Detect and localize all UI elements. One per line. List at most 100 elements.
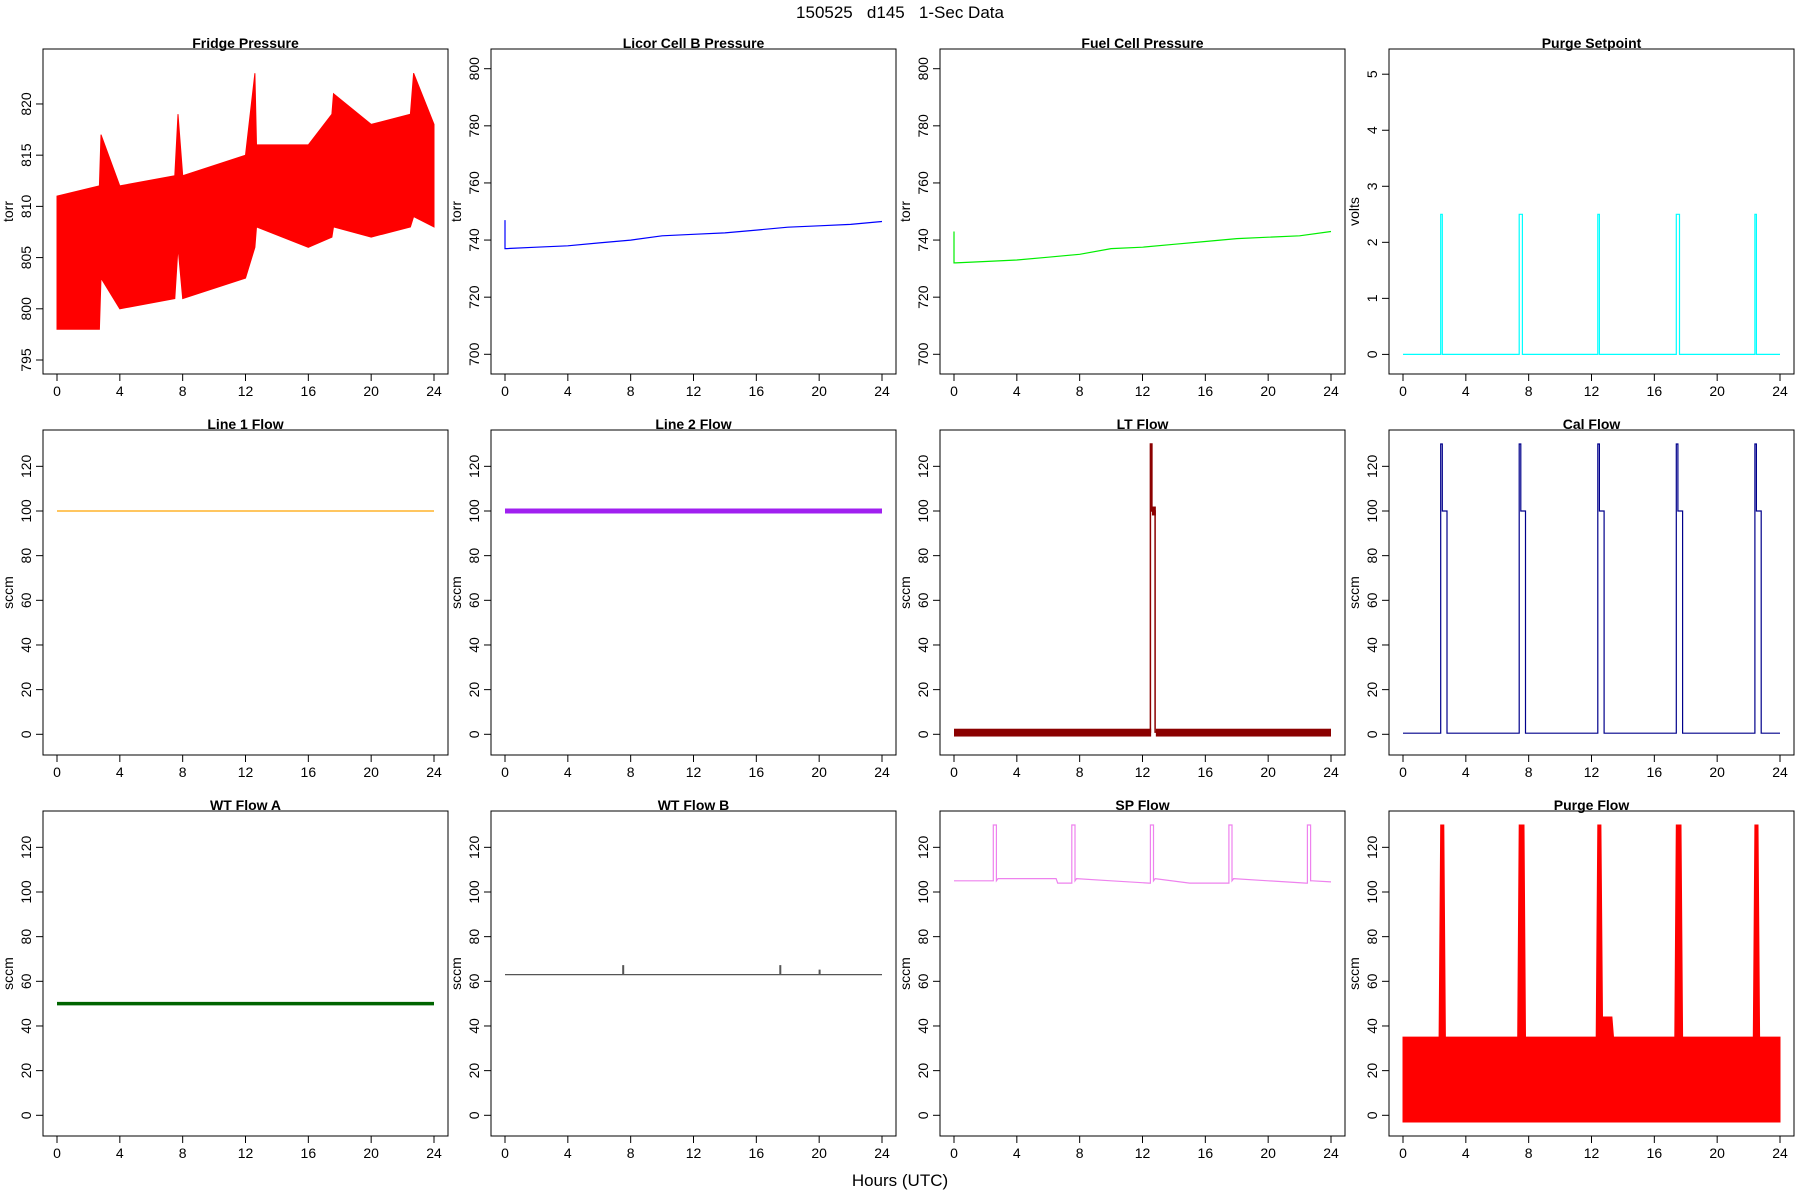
y-tick-label: 0	[18, 730, 34, 738]
panel-title: Line 2 Flow	[655, 416, 731, 432]
y-tick-label: 60	[1364, 592, 1380, 608]
series-line	[953, 230, 1332, 264]
y-tick-label: 60	[915, 592, 931, 608]
y-tick-label: 720	[466, 285, 482, 309]
x-tick-label: 4	[1013, 1145, 1021, 1161]
x-tick-label: 24	[1772, 383, 1788, 399]
y-tick-label: 780	[915, 114, 931, 138]
y-tick-label: 60	[915, 973, 931, 989]
x-tick-label: 4	[564, 383, 572, 399]
series-band	[1402, 824, 1781, 1123]
x-tick-label: 0	[53, 764, 61, 780]
y-axis-label: sccm	[897, 576, 913, 609]
y-tick-label: 760	[915, 171, 931, 195]
x-tick-label: 0	[501, 764, 509, 780]
y-tick-label: 60	[1364, 973, 1380, 989]
series	[505, 965, 882, 976]
x-tick-label: 12	[1584, 1145, 1600, 1161]
x-tick-label: 20	[1709, 764, 1725, 780]
y-tick-label: 80	[18, 548, 34, 564]
y-tick-label: 720	[915, 285, 931, 309]
x-tick-label: 8	[179, 1145, 187, 1161]
series-block	[1151, 506, 1156, 516]
x-tick-label: 20	[1709, 1145, 1725, 1161]
x-tick-label: 12	[1135, 383, 1151, 399]
x-tick-label: 16	[1647, 1145, 1663, 1161]
x-tick-label: 24	[874, 1145, 890, 1161]
series-line	[954, 824, 1332, 884]
x-tick-label: 8	[179, 764, 187, 780]
y-tick-label: 1	[1364, 294, 1380, 302]
y-tick-label: 0	[915, 730, 931, 738]
y-axis-label: volts	[1346, 197, 1362, 226]
x-tick-label: 24	[426, 1145, 442, 1161]
x-tick-label: 4	[1462, 383, 1470, 399]
panel-wt-flow-b: WT Flow B 0 4 8 12 16 20 24 0 20 40 60 80 100 120 sccm	[448, 797, 897, 1161]
x-tick-label: 16	[1647, 764, 1663, 780]
y-tick-label: 40	[18, 1018, 34, 1034]
x-tick-label: 24	[426, 383, 442, 399]
panel-lt-flow: LT Flow 0 4 8 12 16 20 24 0 20 40 60 80 100 120 sccm	[897, 416, 1346, 780]
plot-frame	[490, 429, 897, 756]
x-tick-label: 8	[179, 383, 187, 399]
series	[954, 443, 1331, 737]
plot-frame	[939, 810, 1346, 1137]
plot-frame	[42, 810, 449, 1137]
panel-purge-flow: Purge Flow 0 4 8 12 16 20 24 0 20 40 60 80 100 120 sccm	[1346, 797, 1795, 1161]
x-tick-label: 12	[686, 1145, 702, 1161]
y-axis-label: sccm	[0, 957, 16, 990]
y-axis-label: torr	[0, 201, 16, 222]
x-tick-label: 0	[950, 764, 958, 780]
y-tick-label: 820	[18, 92, 34, 116]
y-tick-label: 795	[18, 348, 34, 372]
y-tick-label: 0	[18, 1111, 34, 1119]
y-tick-label: 800	[18, 297, 34, 321]
series	[56, 73, 435, 330]
y-tick-label: 120	[1364, 835, 1380, 859]
x-tick-label: 4	[564, 764, 572, 780]
y-tick-label: 40	[1364, 1018, 1380, 1034]
x-tick-label: 4	[1462, 1145, 1470, 1161]
series	[1403, 443, 1780, 734]
y-tick-label: 80	[466, 929, 482, 945]
y-tick-label: 80	[466, 548, 482, 564]
y-tick-label: 40	[466, 637, 482, 653]
x-tick-label: 0	[1399, 383, 1407, 399]
series	[954, 824, 1332, 884]
x-tick-label: 20	[1260, 1145, 1276, 1161]
y-tick-label: 80	[915, 548, 931, 564]
y-tick-label: 20	[18, 1063, 34, 1079]
panel-title: LT Flow	[1117, 416, 1169, 432]
y-tick-label: 120	[915, 835, 931, 859]
y-tick-label: 740	[915, 228, 931, 252]
panel-title: SP Flow	[1115, 797, 1169, 813]
series-line	[504, 220, 883, 250]
x-tick-label: 24	[1772, 764, 1788, 780]
y-axis-label: sccm	[0, 576, 16, 609]
x-tick-label: 20	[811, 764, 827, 780]
y-tick-label: 120	[466, 454, 482, 478]
y-tick-label: 0	[1364, 350, 1380, 358]
panel-title: Fuel Cell Pressure	[1081, 35, 1203, 51]
series	[1403, 213, 1780, 355]
plot-frame	[490, 810, 897, 1137]
x-tick-label: 4	[1013, 764, 1021, 780]
y-tick-label: 5	[1364, 70, 1380, 78]
x-tick-label: 4	[116, 764, 124, 780]
x-tick-label: 0	[1399, 1145, 1407, 1161]
plot-frame	[490, 48, 897, 375]
x-tick-label: 12	[686, 764, 702, 780]
y-tick-label: 740	[466, 228, 482, 252]
panel-cal-flow: Cal Flow 0 4 8 12 16 20 24 0 20 40 60 80 100 120 sccm	[1346, 416, 1795, 780]
y-tick-label: 20	[1364, 682, 1380, 698]
panel-title: Fridge Pressure	[192, 35, 299, 51]
y-tick-label: 800	[466, 57, 482, 81]
x-tick-label: 20	[811, 383, 827, 399]
x-tick-label: 16	[301, 1145, 317, 1161]
y-tick-label: 780	[466, 114, 482, 138]
x-tick-label: 0	[53, 1145, 61, 1161]
y-tick-label: 40	[1364, 637, 1380, 653]
panel-licor-cell-b-pressure: Licor Cell B Pressure 0 4 8 12 16 20 24 700 720 74…	[448, 35, 897, 399]
